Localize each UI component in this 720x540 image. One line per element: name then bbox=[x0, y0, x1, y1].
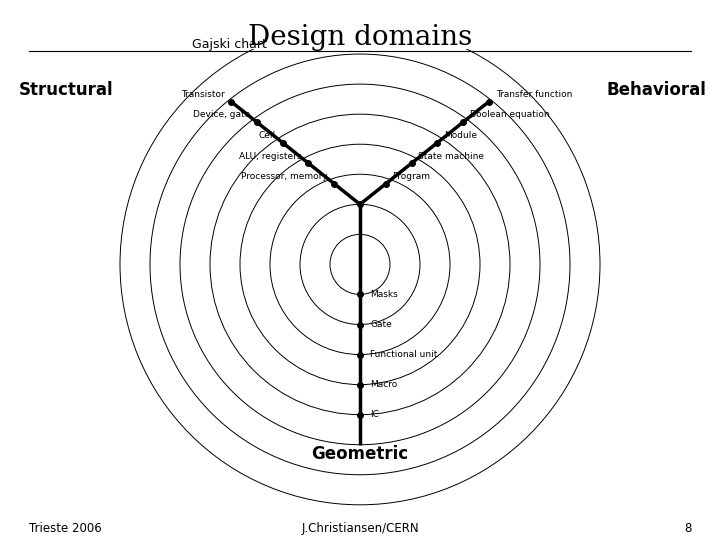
Text: IC: IC bbox=[370, 410, 379, 419]
Text: Behavioral: Behavioral bbox=[607, 80, 707, 99]
Text: ALU, registers: ALU, registers bbox=[239, 152, 302, 160]
Text: Transistor: Transistor bbox=[181, 90, 225, 99]
Text: 8: 8 bbox=[684, 522, 691, 535]
Text: Geometric: Geometric bbox=[312, 445, 408, 463]
Text: Masks: Masks bbox=[370, 290, 398, 299]
Text: J.Christiansen/CERN: J.Christiansen/CERN bbox=[301, 522, 419, 535]
Text: State machine: State machine bbox=[418, 152, 485, 160]
Text: Program: Program bbox=[392, 172, 431, 181]
Text: Gate: Gate bbox=[370, 320, 392, 329]
Text: Cell: Cell bbox=[258, 131, 276, 140]
Text: Gajski chart: Gajski chart bbox=[192, 38, 267, 51]
Text: Trieste 2006: Trieste 2006 bbox=[29, 522, 102, 535]
Text: Processor, memory: Processor, memory bbox=[240, 172, 328, 181]
Text: Transfer function: Transfer function bbox=[495, 90, 572, 99]
Text: Design domains: Design domains bbox=[248, 24, 472, 51]
Text: Module: Module bbox=[444, 131, 477, 140]
Text: Boolean equation: Boolean equation bbox=[470, 111, 549, 119]
Text: Macro: Macro bbox=[370, 380, 397, 389]
Text: Functional unit: Functional unit bbox=[370, 350, 438, 359]
Text: Device, gate: Device, gate bbox=[193, 111, 250, 119]
Text: Structural: Structural bbox=[19, 80, 113, 99]
